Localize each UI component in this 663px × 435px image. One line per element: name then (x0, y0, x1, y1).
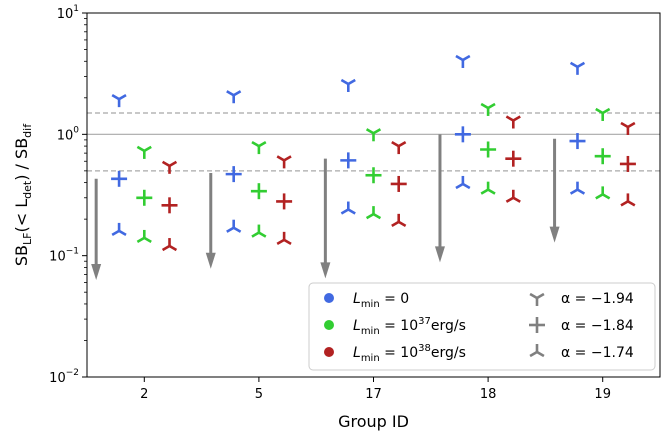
point-alpha-n194 (161, 160, 178, 174)
point-alpha-n194 (136, 145, 152, 159)
point-alpha-n174 (251, 224, 267, 238)
x-tick-label: 18 (480, 387, 497, 402)
point-alpha-n184 (365, 167, 382, 184)
y-tick-label: 10−1 (49, 247, 79, 265)
legend-marker-label: α = −1.84 (561, 318, 634, 334)
arrow-head (320, 262, 331, 279)
legend-marker-label: α = −1.94 (561, 291, 634, 307)
x-tick-label: 2 (140, 387, 148, 402)
point-alpha-n174 (365, 206, 382, 220)
legend-marker-label: α = −1.74 (561, 345, 634, 361)
point-alpha-n174 (595, 186, 611, 200)
upper-limit-arrows (91, 134, 560, 281)
y-tick-label: 10−2 (49, 368, 79, 386)
point-alpha-n174 (340, 201, 356, 215)
point-alpha-n184 (340, 152, 357, 169)
x-tick-label: 17 (365, 387, 382, 402)
point-alpha-n194 (620, 121, 636, 135)
point-alpha-n174 (161, 238, 178, 252)
point-alpha-n194 (226, 90, 242, 104)
arrow-head (205, 252, 216, 269)
legend-color-label: Lmin = 1038erg/s (353, 343, 466, 364)
point-alpha-n174 (620, 193, 636, 207)
point-alpha-n194 (365, 128, 382, 142)
point-alpha-n184 (225, 166, 242, 183)
y-axis-label: SBLF(< Ldet) / SBdif (12, 123, 34, 266)
point-alpha-n194 (569, 61, 586, 75)
arrow-head (91, 264, 102, 281)
legend-marker-swatch (529, 344, 545, 358)
legend-box (308, 282, 656, 371)
legend-color-label: Lmin = 0 (353, 291, 409, 310)
point-alpha-n184 (390, 175, 407, 192)
point-alpha-n174 (455, 175, 471, 190)
point-alpha-n174 (505, 189, 521, 203)
point-alpha-n184 (136, 189, 153, 206)
x-axis-ticks: 2 5 17 18 19 (140, 377, 611, 402)
point-alpha-n184 (276, 193, 293, 210)
point-alpha-n184 (454, 126, 471, 143)
point-alpha-n194 (251, 140, 267, 155)
point-alpha-n174 (391, 213, 407, 227)
data-points (111, 54, 636, 252)
point-alpha-n194 (111, 94, 127, 108)
legend-color-swatch (324, 293, 334, 303)
legend-color-swatch (324, 347, 334, 357)
point-alpha-n174 (276, 231, 292, 245)
legend: Lmin = 0 Lmin = 1037erg/s Lmin = 1038erg/s… (308, 282, 656, 371)
point-alpha-n174 (226, 219, 242, 233)
point-alpha-n184 (505, 150, 522, 167)
point-alpha-n184 (250, 183, 267, 200)
arrow-head (549, 226, 560, 243)
point-alpha-n184 (161, 197, 178, 214)
point-alpha-n194 (340, 78, 356, 92)
legend-color-label: Lmin = 1037erg/s (353, 316, 466, 337)
point-alpha-n184 (594, 148, 611, 165)
x-axis-label: Group ID (338, 412, 409, 431)
legend-marker-swatch (529, 292, 545, 306)
point-alpha-n194 (595, 107, 611, 121)
point-alpha-n184 (480, 141, 497, 158)
arrow-head (434, 246, 445, 263)
legend-color-swatch (324, 320, 334, 330)
point-alpha-n184 (111, 170, 128, 187)
point-alpha-n174 (480, 181, 496, 195)
point-alpha-n174 (569, 181, 586, 195)
y-axis-ticks: 10−2 10−1 100 101 (49, 4, 87, 386)
y-tick-label: 101 (57, 4, 79, 22)
point-alpha-n174 (136, 229, 152, 244)
x-tick-label: 5 (255, 387, 263, 402)
point-alpha-n184 (569, 133, 586, 150)
point-alpha-n194 (480, 102, 496, 116)
point-alpha-n194 (391, 140, 407, 155)
point-alpha-n194 (455, 54, 471, 68)
x-tick-label: 19 (594, 387, 611, 402)
point-alpha-n184 (619, 155, 636, 172)
legend-marker-swatch (529, 317, 545, 333)
y-tick-label: 100 (57, 125, 80, 143)
point-alpha-n174 (111, 222, 127, 237)
point-alpha-n194 (505, 115, 521, 129)
point-alpha-n194 (276, 155, 292, 169)
